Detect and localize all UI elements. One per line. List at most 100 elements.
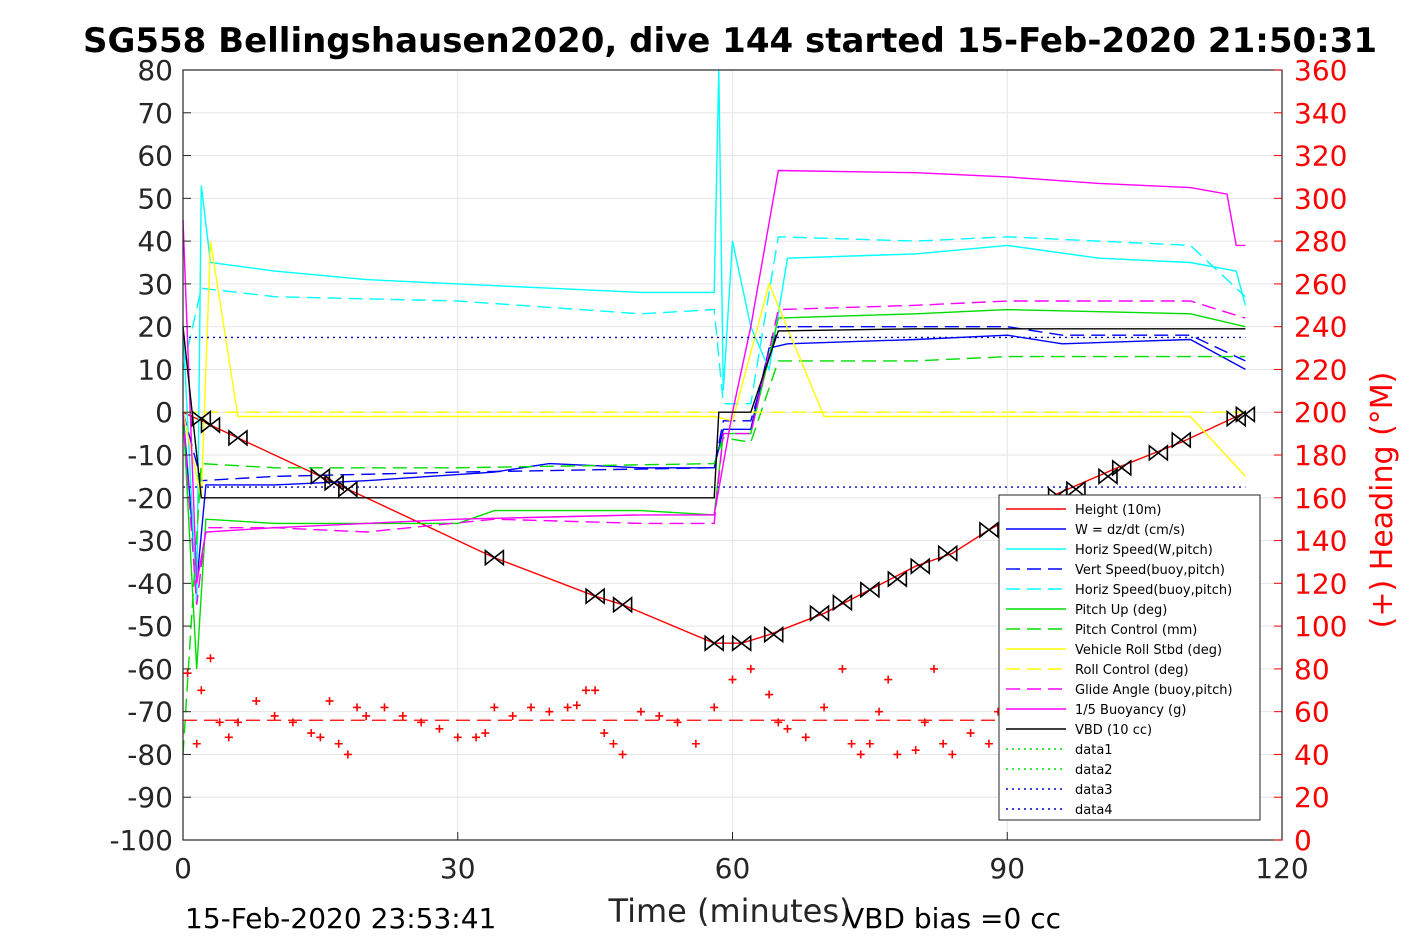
right-axis-label: (+) Heading (°M) bbox=[1365, 372, 1400, 629]
x-tick-label: 30 bbox=[440, 852, 476, 885]
heading-point bbox=[380, 703, 389, 712]
heading-point bbox=[572, 701, 581, 710]
right-tick-label: 20 bbox=[1294, 781, 1330, 814]
heading-point bbox=[838, 664, 847, 673]
y-tick-label: 70 bbox=[137, 97, 173, 130]
x-tick-label: 90 bbox=[989, 852, 1025, 885]
heading-point bbox=[984, 739, 993, 748]
heading-point bbox=[527, 703, 536, 712]
heading-point bbox=[252, 696, 261, 705]
legend-entry: data1 bbox=[1075, 743, 1113, 758]
bow-tie-marker bbox=[1226, 410, 1247, 428]
heading-point bbox=[801, 733, 810, 742]
heading-point bbox=[920, 718, 929, 727]
legend-entry: VBD (10 cc) bbox=[1075, 723, 1152, 738]
heading-point bbox=[948, 750, 957, 759]
y-tick-label: 30 bbox=[137, 268, 173, 301]
legend-entry: Pitch Control (mm) bbox=[1075, 623, 1197, 638]
heading-point bbox=[472, 733, 481, 742]
heading-point bbox=[673, 718, 682, 727]
y-tick-label: -30 bbox=[127, 525, 173, 558]
heading-point bbox=[215, 718, 224, 727]
y-tick-label: -10 bbox=[127, 439, 173, 472]
x-tick-label: 60 bbox=[715, 852, 751, 885]
y-tick-label: -50 bbox=[127, 610, 173, 643]
right-tick-label: 160 bbox=[1294, 482, 1347, 515]
heading-point bbox=[343, 750, 352, 759]
series-line bbox=[182, 300, 1246, 605]
heading-point bbox=[783, 724, 792, 733]
bow-tie-marker bbox=[1066, 480, 1086, 498]
heading-point bbox=[192, 739, 201, 748]
bow-tie-marker bbox=[612, 596, 633, 614]
right-tick-label: 200 bbox=[1294, 396, 1347, 429]
legend-entry: data2 bbox=[1075, 763, 1113, 778]
heading-point bbox=[884, 675, 893, 684]
footer-vbd-bias: VBD bias =0 cc bbox=[845, 902, 1061, 935]
bow-tie-marker bbox=[887, 570, 908, 588]
heading-point bbox=[939, 739, 948, 748]
bow-tie-marker bbox=[832, 593, 853, 612]
heading-point bbox=[893, 750, 902, 759]
heading-point bbox=[481, 729, 490, 738]
legend-entry: Vehicle Roll Stbd (deg) bbox=[1075, 643, 1222, 658]
heading-point bbox=[609, 739, 618, 748]
bow-tie-marker bbox=[310, 467, 331, 486]
y-tick-label: 50 bbox=[137, 182, 173, 215]
right-tick-label: 40 bbox=[1294, 738, 1330, 771]
bow-tie-marker bbox=[200, 416, 221, 434]
legend-entry: Horiz Speed(W,pitch) bbox=[1075, 543, 1213, 558]
heading-point bbox=[183, 669, 192, 678]
bow-tie-marker bbox=[809, 604, 830, 622]
y-tick-label: -20 bbox=[127, 482, 173, 515]
legend-entry: 1/5 Buoyancy (g) bbox=[1075, 703, 1186, 718]
right-tick-label: 320 bbox=[1294, 140, 1347, 173]
heading-point bbox=[288, 718, 297, 727]
series-line bbox=[182, 69, 1247, 605]
y-tick-label: 20 bbox=[137, 311, 173, 344]
bow-tie-marker bbox=[1235, 405, 1256, 423]
right-tick-label: 80 bbox=[1294, 653, 1330, 686]
heading-point bbox=[774, 718, 783, 727]
heading-point bbox=[710, 703, 719, 712]
y-tick-label: -60 bbox=[127, 653, 173, 686]
legend-entry: W = dz/dt (cm/s) bbox=[1075, 523, 1185, 538]
heading-point bbox=[820, 703, 829, 712]
heading-point bbox=[224, 733, 233, 742]
footer-timestamp: 15-Feb-2020 23:53:41 bbox=[185, 902, 496, 935]
heading-point bbox=[856, 750, 865, 759]
right-tick-label: 280 bbox=[1294, 225, 1347, 258]
heading-point bbox=[398, 711, 407, 720]
legend-entry: data4 bbox=[1075, 803, 1113, 818]
heading-point bbox=[746, 664, 755, 673]
bow-tie-marker bbox=[1148, 444, 1169, 462]
heading-point bbox=[362, 711, 371, 720]
heading-point bbox=[636, 707, 645, 716]
x-axis-label: Time (minutes) bbox=[608, 892, 852, 930]
y-tick-label: -100 bbox=[109, 824, 173, 857]
heading-point bbox=[600, 729, 609, 738]
bow-tie-marker bbox=[763, 626, 784, 644]
right-tick-label: 140 bbox=[1294, 525, 1347, 558]
heading-point bbox=[865, 739, 874, 748]
heading-point bbox=[911, 746, 920, 755]
heading-point bbox=[728, 675, 737, 684]
y-tick-label: 10 bbox=[137, 353, 173, 386]
legend-entry: Horiz Speed(buoy,pitch) bbox=[1075, 583, 1232, 598]
y-tick-label: -90 bbox=[127, 781, 173, 814]
bow-tie-marker bbox=[704, 634, 724, 652]
right-tick-label: 180 bbox=[1294, 439, 1347, 472]
right-tick-label: 100 bbox=[1294, 610, 1347, 643]
heading-point bbox=[353, 703, 362, 712]
heading-point bbox=[875, 707, 884, 716]
axis-ticks: 0 30 60 90 12080706050403020100-10-20-30-40-… bbox=[109, 54, 1347, 885]
legend-entry: Vert Speed(buoy,pitch) bbox=[1075, 563, 1225, 578]
legend-entry: Pitch Up (deg) bbox=[1075, 603, 1167, 618]
heading-layer bbox=[183, 654, 1246, 759]
bow-tie-marker bbox=[338, 480, 358, 498]
y-tick-label: -70 bbox=[127, 696, 173, 729]
heading-point bbox=[581, 686, 590, 695]
heading-point bbox=[197, 686, 206, 695]
right-tick-label: 300 bbox=[1294, 182, 1347, 215]
